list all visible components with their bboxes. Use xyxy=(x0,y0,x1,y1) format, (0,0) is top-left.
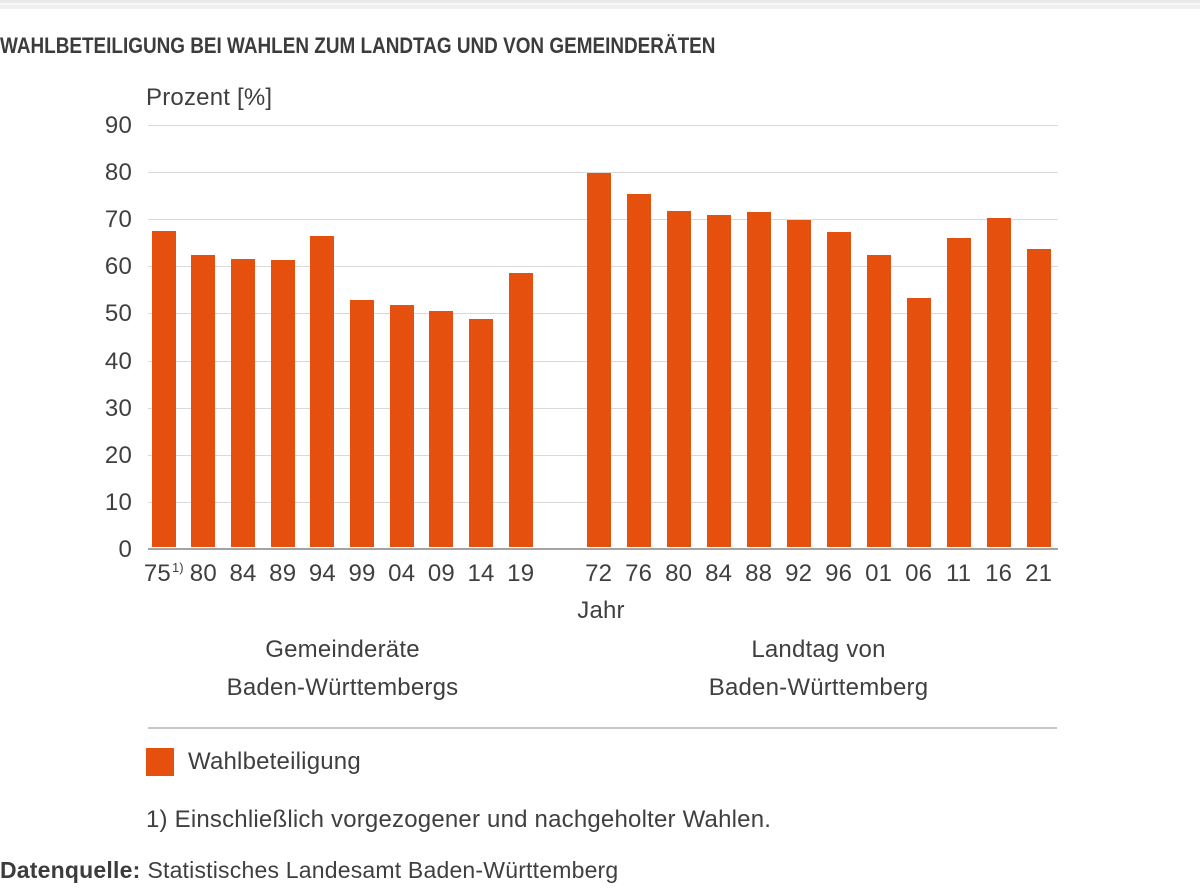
bar xyxy=(350,300,375,547)
source-text: Statistisches Landesamt Baden-Württember… xyxy=(147,857,619,883)
x-tick-label: 76 xyxy=(625,560,653,587)
group-label-line: Landtag von xyxy=(751,636,886,663)
x-tick-label: 84 xyxy=(705,560,733,587)
y-tick-label: 30 xyxy=(104,394,132,422)
bar xyxy=(906,298,931,547)
x-tick-label: 84 xyxy=(229,560,257,587)
y-tick-label: 90 xyxy=(104,112,132,139)
x-tick-label: 96 xyxy=(825,560,853,587)
window-top-strip xyxy=(0,0,1200,9)
group-label-landtag: Landtag von Baden-Württemberg xyxy=(609,631,1029,707)
x-tick-label: 01 xyxy=(865,560,893,587)
x-tick-label: 06 xyxy=(905,560,933,587)
y-tick-label: 70 xyxy=(104,206,132,234)
x-tick-label: 99 xyxy=(348,560,376,587)
gridline xyxy=(148,172,1058,174)
bar xyxy=(986,218,1011,547)
y-tick-label: 50 xyxy=(104,300,132,328)
bar xyxy=(946,237,971,547)
bar xyxy=(786,219,811,547)
x-tick-label: 16 xyxy=(985,560,1013,587)
bar xyxy=(429,311,454,547)
bar xyxy=(310,235,335,547)
legend-swatch xyxy=(146,748,174,776)
y-tick-label: 10 xyxy=(104,488,132,516)
group-label-line: Baden-Württembergs xyxy=(226,674,459,701)
y-axis-title: Prozent [%] xyxy=(146,84,273,111)
bar xyxy=(626,194,651,547)
bar xyxy=(666,210,691,547)
x-tick-label: 92 xyxy=(785,560,813,587)
footnote-marker: 1) xyxy=(171,560,184,575)
bar xyxy=(389,304,414,547)
y-tick-label: 20 xyxy=(104,441,132,469)
bar xyxy=(706,214,731,547)
bar xyxy=(1026,249,1051,547)
x-tick-label: 21 xyxy=(1025,560,1053,587)
y-tick-label: 0 xyxy=(118,536,132,563)
footnote: 1) Einschließlich vorgezogener und nachg… xyxy=(146,806,772,833)
bar xyxy=(191,255,216,547)
x-tick-label: 88 xyxy=(745,560,773,587)
bar xyxy=(746,211,771,547)
x-tick-label: 80 xyxy=(665,560,693,587)
bar xyxy=(151,230,176,547)
bar xyxy=(469,318,494,547)
x-tick-label: 14 xyxy=(467,560,495,587)
bar xyxy=(231,258,256,547)
group-label-gemeinderaete: Gemeinderäte Baden-Württembergs xyxy=(133,631,553,707)
legend-label: Wahlbeteiligung xyxy=(188,748,361,775)
bar xyxy=(866,255,891,547)
gridline xyxy=(148,125,1058,126)
y-tick-label: 80 xyxy=(104,159,132,187)
source-line: Datenquelle: Statistisches Landesamt Bade… xyxy=(0,856,618,884)
legend-divider xyxy=(148,727,1057,729)
bar xyxy=(508,272,533,547)
x-tick-label: 09 xyxy=(427,560,455,587)
y-tick-label: 60 xyxy=(104,253,132,281)
x-axis-line xyxy=(148,548,1058,550)
source-label: Datenquelle: xyxy=(0,857,141,883)
bar xyxy=(586,173,611,547)
x-axis-title: Jahr xyxy=(577,597,625,624)
x-tick-label: 89 xyxy=(269,560,297,587)
bar xyxy=(826,231,851,547)
chart-title: WAHLBETEILIGUNG BEI WAHLEN ZUM LANDTAG U… xyxy=(0,33,716,58)
bar xyxy=(270,259,295,547)
x-tick-label: 80 xyxy=(189,560,217,587)
x-tick-label: 751) xyxy=(143,560,184,587)
x-tick-label: 11 xyxy=(946,560,972,587)
y-tick-label: 40 xyxy=(104,347,132,375)
x-tick-label: 04 xyxy=(388,560,416,587)
group-label-line: Gemeinderäte xyxy=(265,636,420,663)
x-tick-label: 94 xyxy=(308,560,336,587)
group-label-line: Baden-Württemberg xyxy=(708,674,929,701)
x-tick-label: 19 xyxy=(507,560,535,587)
x-tick-label: 72 xyxy=(585,560,613,587)
